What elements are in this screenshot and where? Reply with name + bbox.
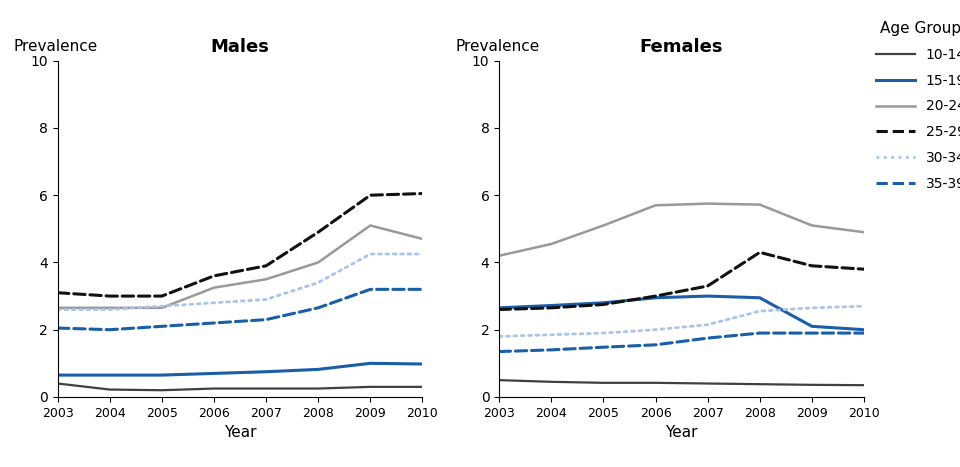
Text: Prevalence: Prevalence [13,39,98,54]
X-axis label: Year: Year [665,425,698,440]
Title: Males: Males [210,38,270,57]
Text: Prevalence: Prevalence [455,39,540,54]
Legend: 10-14, 15-19, 20-24, 25-29, 30-34, 35-39: 10-14, 15-19, 20-24, 25-29, 30-34, 35-39 [876,21,960,191]
Title: Females: Females [640,38,723,57]
X-axis label: Year: Year [224,425,256,440]
